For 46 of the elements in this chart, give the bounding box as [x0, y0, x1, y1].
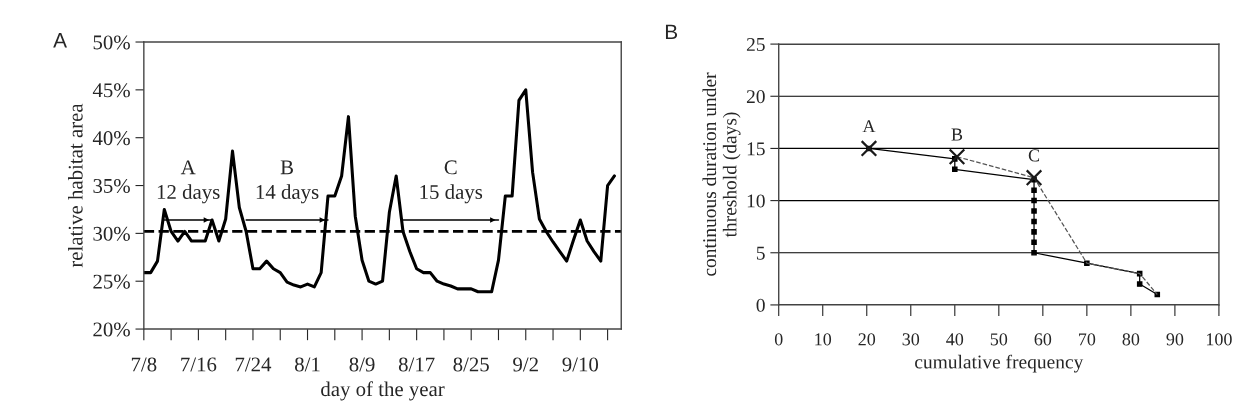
chart-title: B	[665, 24, 678, 40]
y-tick-label: 20%	[93, 322, 130, 337]
x-tick-label: 8/25	[453, 357, 489, 372]
x-axis-title: day of the year	[321, 381, 445, 401]
x-tick-label: 7/24	[235, 357, 272, 372]
x-tick-label: 40	[946, 333, 964, 346]
x-tick-label: 9/2	[513, 357, 538, 372]
y-tick-label: 20	[746, 90, 765, 104]
y-tick-label: 25	[746, 37, 765, 52]
text: A	[180, 160, 196, 175]
x-tick-label: 0	[774, 333, 783, 346]
x-axis-title: cumulative frequency	[915, 354, 1084, 373]
x-tick-label: 100	[1206, 333, 1232, 346]
y-axis-title: relative habitat area	[68, 103, 83, 268]
y-axis-title: continuous duration under threshold (days)	[702, 72, 741, 276]
x-tick-label: 90	[1166, 333, 1184, 346]
annotation: A	[862, 120, 876, 133]
y-tick-label: 0	[756, 298, 765, 312]
y-tick-label: 10	[747, 194, 765, 208]
x-tick-label: 7/16	[181, 357, 217, 372]
y-tick-label: 45%	[92, 83, 130, 98]
x-tick-label: 60	[1034, 333, 1052, 346]
y-tick-label: 5	[756, 246, 765, 260]
y-tick-label: 15	[747, 142, 765, 156]
x-tick-label: 8/17	[398, 357, 435, 372]
y-tick-label: 25%	[93, 274, 130, 289]
annotation: C	[1028, 149, 1040, 162]
chart-title: A	[53, 33, 67, 48]
x-tick-label: 8/1	[295, 357, 320, 372]
x-tick-label: 8/9	[349, 357, 375, 372]
y-tick-label: 50%	[93, 35, 130, 50]
y-tick-label: 35%	[93, 178, 130, 194]
x-tick-label: 80	[1122, 333, 1140, 346]
x-tick-label: 20	[858, 333, 876, 346]
x-tick-label: 50	[990, 333, 1008, 346]
x-tick-label: 70	[1079, 333, 1096, 346]
x-tick-label: 30	[902, 333, 920, 346]
x-tick-label: 10	[815, 333, 832, 346]
annotation: C 15 days	[420, 160, 483, 204]
annotation: B 14 days	[256, 160, 319, 204]
x-tick-label: 9/10	[562, 357, 599, 372]
y-tick-label: 30%	[93, 226, 130, 241]
text: 12 days	[157, 184, 220, 204]
annotation: B	[951, 128, 963, 141]
x-tick-label: 7/8	[131, 357, 157, 372]
y-tick-label: 40%	[92, 131, 130, 146]
